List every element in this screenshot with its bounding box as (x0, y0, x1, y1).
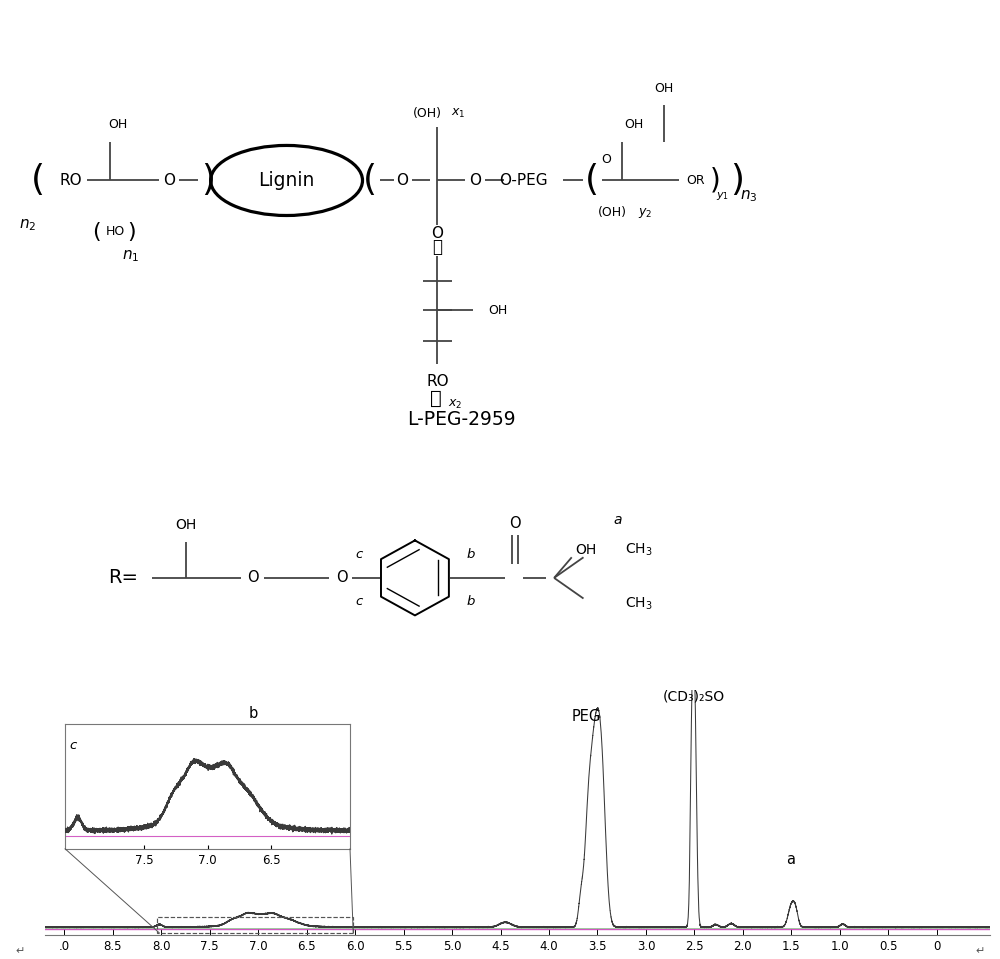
Text: c: c (355, 595, 363, 608)
Text: $n_2$: $n_2$ (19, 217, 37, 233)
Text: Lignin: Lignin (258, 171, 315, 190)
Text: CH$_3$: CH$_3$ (625, 596, 652, 613)
Text: OR: OR (686, 174, 705, 187)
Text: O: O (601, 153, 611, 167)
Text: $x_1$: $x_1$ (451, 107, 465, 121)
Text: a: a (786, 852, 795, 867)
Text: O: O (509, 516, 521, 531)
Text: O: O (469, 173, 481, 188)
Text: (OH): (OH) (413, 107, 442, 120)
Text: ⌒: ⌒ (432, 238, 442, 256)
Text: (: ( (363, 163, 377, 198)
Text: O: O (431, 226, 443, 241)
Text: $y_2$: $y_2$ (638, 206, 652, 220)
Text: L-PEG-2959: L-PEG-2959 (407, 410, 515, 430)
Text: (OH): (OH) (597, 206, 626, 220)
Text: R=: R= (108, 569, 138, 588)
Text: OH: OH (108, 118, 128, 131)
Text: (: ( (585, 163, 599, 198)
Bar (157, 917, 353, 933)
Text: O: O (396, 173, 408, 188)
Text: RO: RO (426, 374, 449, 388)
Text: ): ) (730, 163, 744, 198)
X-axis label: ppm: ppm (502, 956, 533, 959)
Text: a: a (614, 513, 622, 526)
Text: RO: RO (60, 173, 82, 188)
Text: PEG: PEG (571, 709, 600, 724)
Text: ): ) (201, 163, 215, 198)
Text: OH: OH (624, 118, 643, 131)
Text: (CD₃)₂SO: (CD₃)₂SO (662, 690, 724, 703)
Text: OH: OH (488, 304, 508, 316)
Text: OH: OH (576, 543, 597, 557)
Text: $x_2$: $x_2$ (448, 398, 462, 410)
Text: c: c (355, 548, 363, 561)
Text: $y_1$: $y_1$ (716, 190, 729, 201)
Text: OH: OH (175, 519, 196, 532)
Text: O: O (163, 173, 175, 188)
Text: ↵: ↵ (976, 947, 985, 956)
Text: O: O (247, 571, 259, 585)
Text: O: O (336, 571, 347, 585)
Text: O-PEG: O-PEG (499, 173, 548, 188)
Text: b: b (467, 595, 475, 608)
Text: ): ) (127, 222, 136, 242)
Text: c: c (69, 739, 76, 753)
Text: ⏞: ⏞ (430, 388, 441, 408)
Text: CH$_3$: CH$_3$ (625, 542, 652, 558)
Text: b: b (249, 707, 258, 721)
Text: (: ( (92, 222, 101, 242)
Text: ): ) (709, 167, 720, 195)
Text: (: ( (31, 163, 45, 198)
Text: OH: OH (654, 82, 673, 95)
Text: HO: HO (105, 225, 125, 238)
Text: $n_1$: $n_1$ (122, 247, 139, 264)
Text: b: b (467, 548, 475, 561)
Text: $n_3$: $n_3$ (740, 188, 758, 203)
Text: ↵: ↵ (15, 947, 24, 956)
